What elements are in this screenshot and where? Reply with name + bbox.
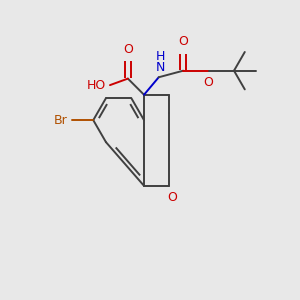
Text: HO: HO: [86, 79, 106, 92]
Text: H
N: H N: [155, 50, 165, 74]
Text: Br: Br: [53, 114, 67, 127]
Text: O: O: [204, 76, 214, 89]
Text: O: O: [178, 35, 188, 48]
Text: O: O: [167, 191, 177, 204]
Text: O: O: [123, 44, 133, 56]
